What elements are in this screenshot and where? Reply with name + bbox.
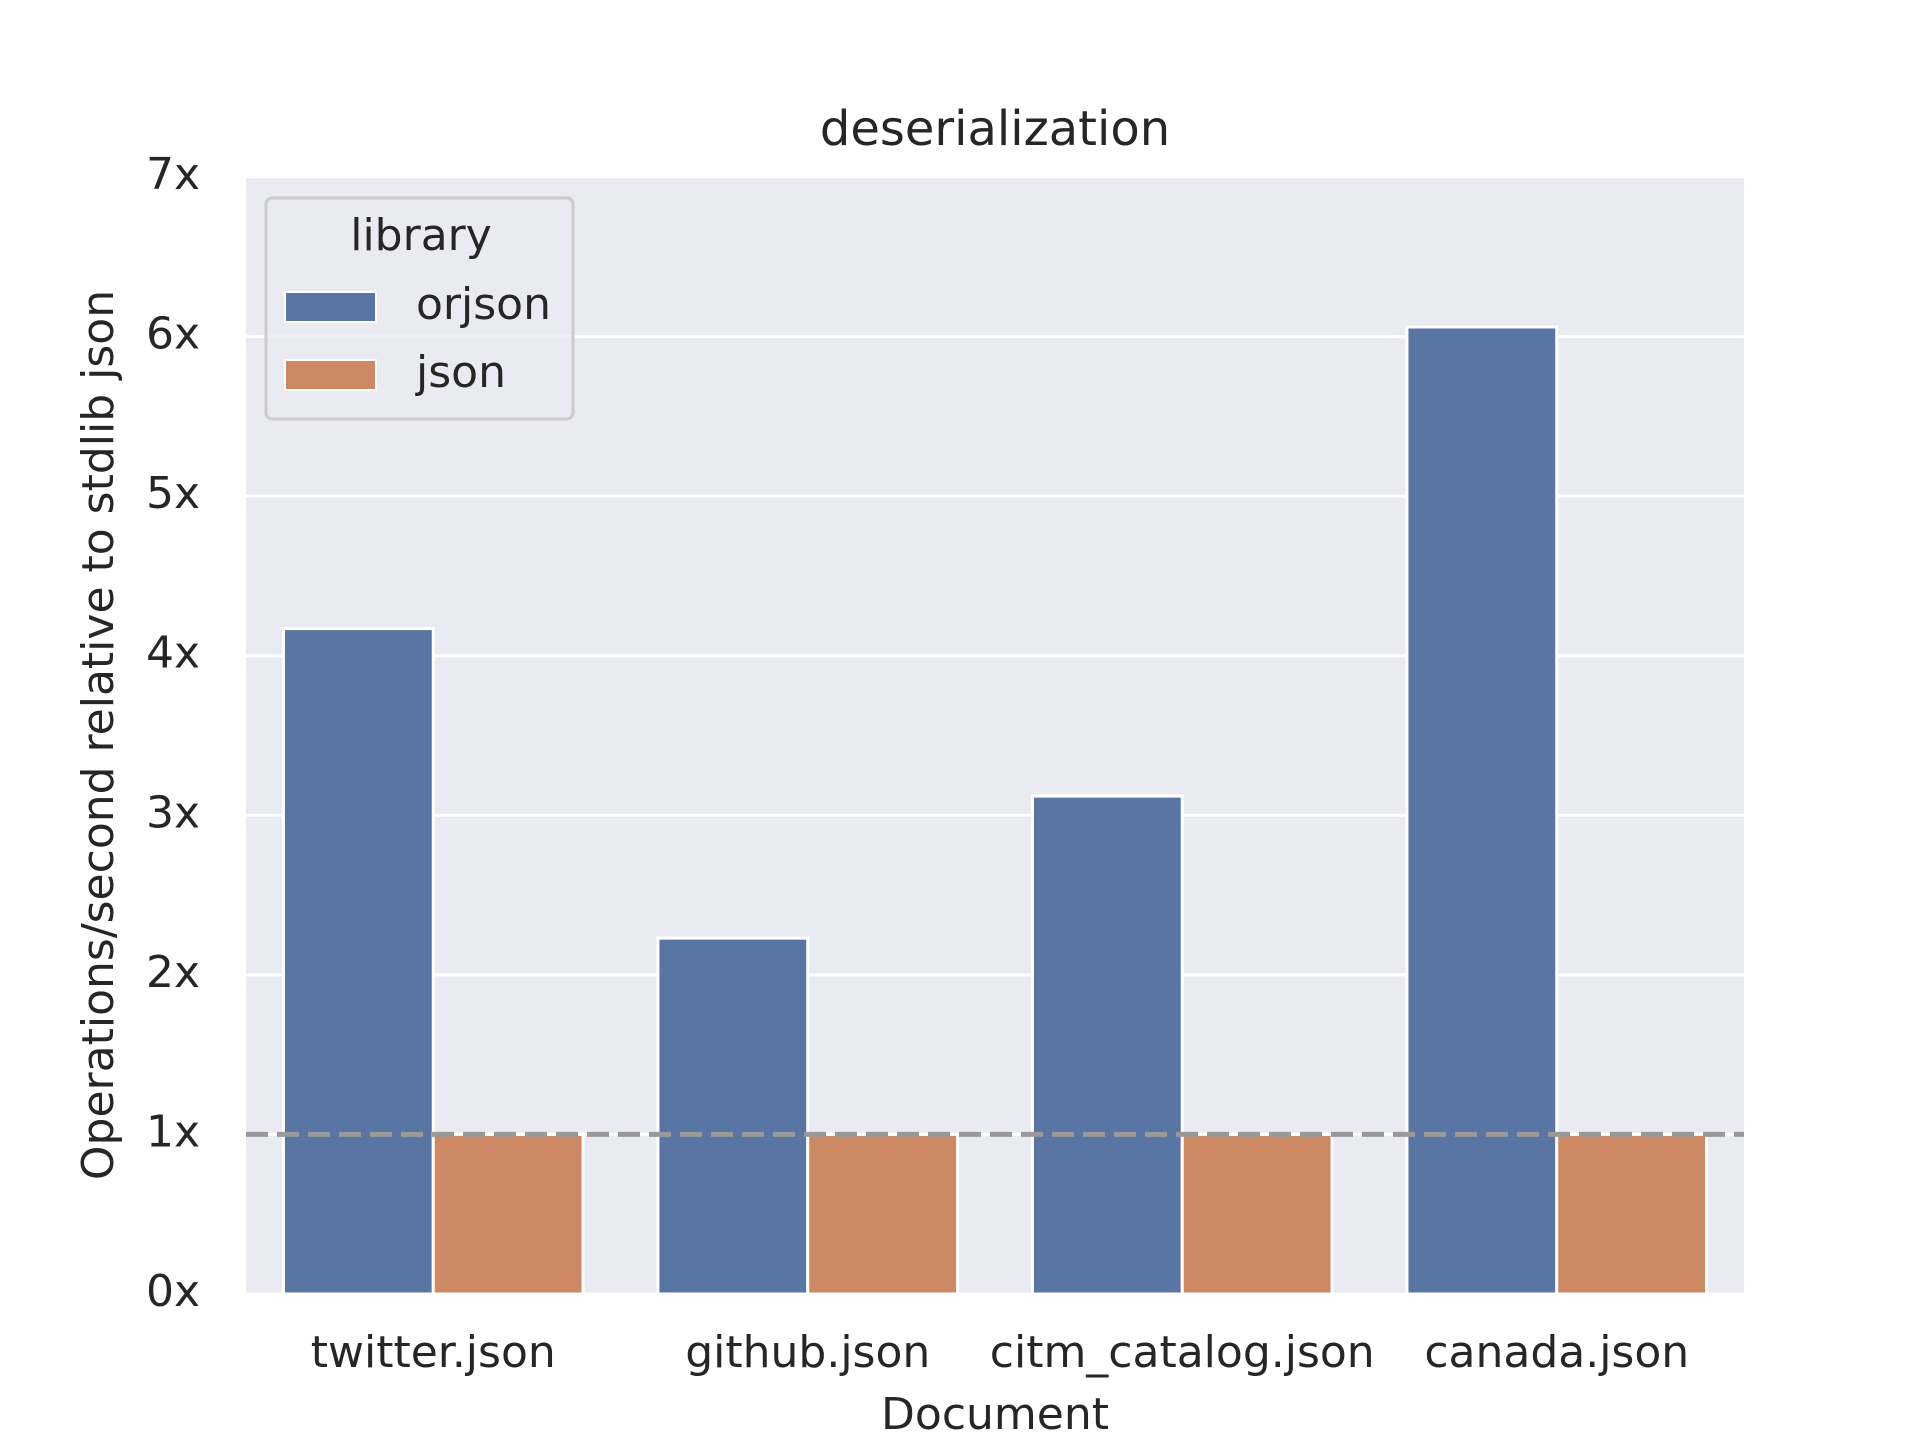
- bar: [431, 1132, 585, 1296]
- x-tick-label: canada.json: [1424, 1327, 1689, 1378]
- y-tick-label: 5x: [146, 468, 200, 519]
- bar: [1405, 325, 1559, 1296]
- y-tick-label: 7x: [146, 149, 200, 200]
- legend-title: library: [350, 210, 492, 261]
- legend-swatch: [284, 359, 377, 391]
- y-tick-label: 0x: [146, 1266, 200, 1317]
- x-tick-label: citm_catalog.json: [990, 1327, 1375, 1378]
- y-tick-label: 2x: [146, 947, 200, 998]
- legend-label: orjson: [416, 279, 551, 330]
- bar: [1180, 1132, 1334, 1296]
- legend-label: json: [415, 347, 506, 398]
- legend-swatch: [284, 291, 377, 323]
- x-tick-label: twitter.json: [311, 1327, 556, 1378]
- y-tick-label: 4x: [146, 628, 200, 679]
- bar: [806, 1132, 960, 1296]
- bar: [1555, 1132, 1709, 1296]
- bar: [656, 936, 810, 1296]
- chart-title: deserialization: [820, 101, 1170, 157]
- bar: [1030, 794, 1184, 1296]
- y-axis-label: Operations/second relative to stdlib jso…: [73, 290, 124, 1180]
- x-tick-label: github.json: [685, 1327, 930, 1378]
- bar: [281, 627, 435, 1296]
- y-tick-label: 6x: [146, 309, 200, 360]
- y-tick-label: 1x: [146, 1106, 200, 1157]
- x-axis-label: Document: [881, 1389, 1109, 1440]
- y-tick-label: 3x: [146, 787, 200, 838]
